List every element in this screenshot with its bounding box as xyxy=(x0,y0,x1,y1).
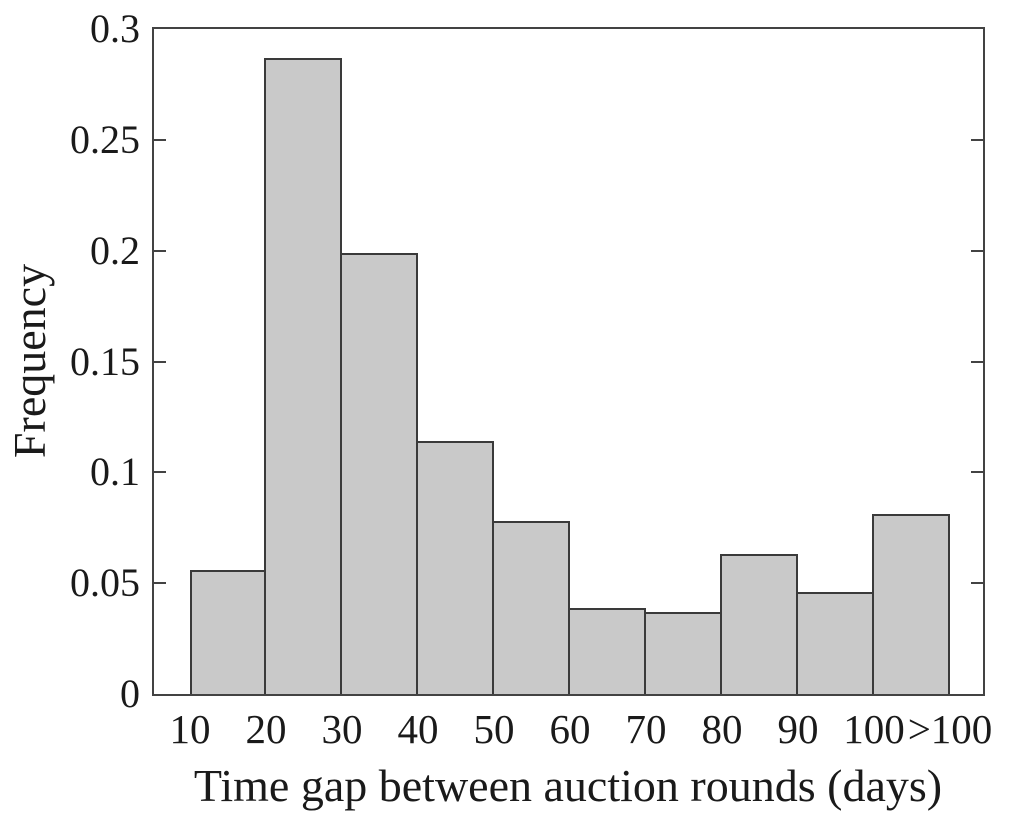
x-tick-label: >100 xyxy=(907,706,993,752)
y-axis-tick-left xyxy=(154,360,166,363)
x-tick-label: 90 xyxy=(777,706,819,752)
y-axis-tick-right xyxy=(971,471,983,474)
x-tick-label: 70 xyxy=(625,706,667,752)
y-tick-label: 0.1 xyxy=(90,449,140,495)
y-axis-tick-right xyxy=(971,360,983,363)
x-tick-label: 20 xyxy=(245,706,287,752)
histogram-bar xyxy=(720,554,798,694)
histogram-bar xyxy=(416,441,494,694)
histogram-bar xyxy=(340,253,418,694)
histogram-bar xyxy=(190,570,266,694)
y-axis-tick-right xyxy=(971,582,983,585)
y-axis-tick-right xyxy=(971,138,983,141)
y-tick-label: 0 xyxy=(120,671,140,716)
x-axis-label: Time gap between auction rounds (days) xyxy=(193,760,943,811)
x-tick-label: 100 xyxy=(843,706,905,752)
histogram-bar xyxy=(796,592,874,694)
y-tick-label: 0.05 xyxy=(70,560,140,606)
x-tick-label: 40 xyxy=(397,706,439,752)
y-axis-tick-left xyxy=(154,249,166,252)
plot-area xyxy=(152,27,985,696)
y-axis-tick-left xyxy=(154,471,166,474)
histogram-bar xyxy=(568,608,646,694)
histogram-bar xyxy=(492,521,570,694)
x-tick-label: 30 xyxy=(321,706,363,752)
y-axis-tick-left xyxy=(154,138,166,141)
x-tick-label: 50 xyxy=(473,706,515,752)
y-tick-label: 0.15 xyxy=(70,338,140,384)
histogram-bar xyxy=(872,514,950,694)
y-tick-label: 0.25 xyxy=(70,116,140,162)
x-tick-label: 80 xyxy=(701,706,743,752)
x-tick-label: 60 xyxy=(549,706,591,752)
histogram-bar xyxy=(644,612,722,694)
y-axis-tick-left xyxy=(154,582,166,585)
y-axis-tick-right xyxy=(971,249,983,252)
y-tick-label: 0.3 xyxy=(90,6,140,51)
histogram-bar xyxy=(264,58,342,694)
x-tick-label: 10 xyxy=(169,706,211,752)
y-tick-label: 0.2 xyxy=(90,227,140,273)
